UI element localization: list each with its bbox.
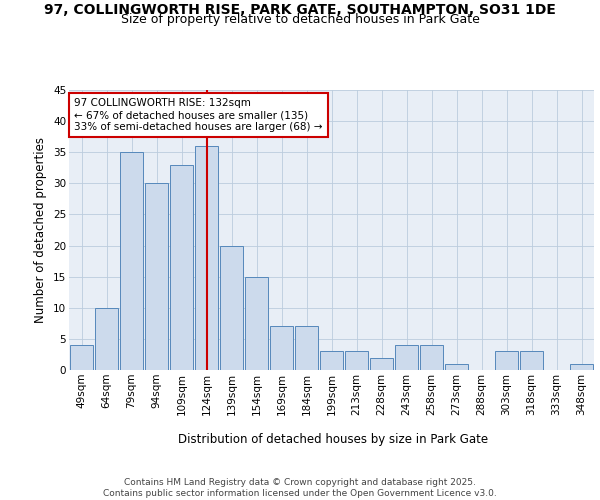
- Bar: [295, 326, 319, 370]
- Bar: [370, 358, 394, 370]
- Text: Contains HM Land Registry data © Crown copyright and database right 2025.
Contai: Contains HM Land Registry data © Crown c…: [103, 478, 497, 498]
- Bar: [320, 352, 343, 370]
- Bar: [344, 352, 368, 370]
- Bar: [95, 308, 118, 370]
- Bar: [520, 352, 544, 370]
- Text: Size of property relative to detached houses in Park Gate: Size of property relative to detached ho…: [121, 12, 479, 26]
- Y-axis label: Number of detached properties: Number of detached properties: [34, 137, 47, 323]
- Bar: [220, 246, 244, 370]
- Text: 97, COLLINGWORTH RISE, PARK GATE, SOUTHAMPTON, SO31 1DE: 97, COLLINGWORTH RISE, PARK GATE, SOUTHA…: [44, 2, 556, 16]
- Bar: [419, 345, 443, 370]
- Bar: [494, 352, 518, 370]
- Bar: [245, 276, 268, 370]
- Bar: [145, 184, 169, 370]
- Text: 97 COLLINGWORTH RISE: 132sqm
← 67% of detached houses are smaller (135)
33% of s: 97 COLLINGWORTH RISE: 132sqm ← 67% of de…: [74, 98, 323, 132]
- Text: Distribution of detached houses by size in Park Gate: Distribution of detached houses by size …: [178, 432, 488, 446]
- Bar: [395, 345, 418, 370]
- Bar: [269, 326, 293, 370]
- Bar: [569, 364, 593, 370]
- Bar: [70, 345, 94, 370]
- Bar: [119, 152, 143, 370]
- Bar: [194, 146, 218, 370]
- Bar: [445, 364, 469, 370]
- Bar: [170, 164, 193, 370]
